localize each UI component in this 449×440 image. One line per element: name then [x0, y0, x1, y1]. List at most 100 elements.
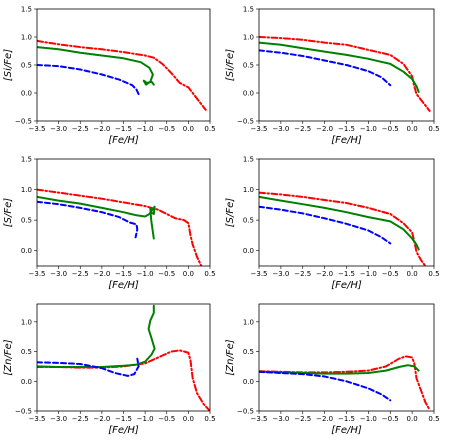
- x-tick-label: 0.5: [204, 125, 215, 133]
- x-tick-label: −0.5: [382, 415, 399, 423]
- y-tick-label: 0.0: [243, 378, 254, 386]
- x-axis-label: [Fe/H]: [108, 135, 139, 146]
- y-tick-label: −0.5: [15, 118, 32, 126]
- x-tick-label: −1.5: [338, 125, 355, 133]
- series-line-dashdot: [37, 349, 210, 411]
- x-tick-label: −3.5: [29, 125, 46, 133]
- x-tick-label: 0.5: [428, 125, 439, 133]
- x-axis-label: [Fe/H]: [108, 280, 139, 291]
- x-tick-label: −2.5: [294, 415, 311, 423]
- y-tick-label: 0.5: [243, 217, 254, 225]
- x-tick-label: −3.0: [272, 270, 289, 278]
- series-line-dashdot: [37, 188, 203, 266]
- x-tick-label: −1.5: [115, 125, 132, 133]
- y-tick-label: 0.0: [21, 90, 32, 98]
- x-axis-label: [Fe/H]: [331, 280, 362, 291]
- x-tick-label: −1.0: [360, 125, 377, 133]
- x-tick-label: 0.0: [183, 270, 194, 278]
- series-line-dashdot: [259, 191, 427, 266]
- y-tick-label: 1.0: [243, 186, 254, 194]
- x-tick-label: −1.0: [137, 270, 154, 278]
- x-tick-label: −3.5: [251, 270, 268, 278]
- y-axis-label: [Zn/Fe]: [225, 339, 236, 375]
- x-tick-label: −3.0: [50, 270, 67, 278]
- panel-4: −3.5 −3.0 −2.5 −2.0 −1.5 −1.0 −0.5 0.0 0.5 0.0 0.5…: [225, 156, 440, 292]
- x-tick-label: −2.0: [93, 270, 110, 278]
- x-tick-label: −0.5: [158, 415, 175, 423]
- series-line-dashdot: [37, 39, 207, 111]
- panel-1: −3.5 −3.0 −2.5 −2.0 −1.5 −1.0 −0.5 0.0 0.5 −0.5 0.…: [3, 6, 216, 147]
- y-tick-label: 0.0: [21, 378, 32, 386]
- x-tick-label: −1.5: [338, 270, 355, 278]
- y-axis-label: [Si/Fe]: [3, 49, 14, 81]
- x-tick-label: −2.0: [93, 415, 110, 423]
- y-tick-label: 0.5: [21, 62, 32, 70]
- y-tick-label: 1.0: [243, 34, 254, 42]
- x-tick-label: −2.0: [316, 125, 333, 133]
- y-tick-label: 0.5: [243, 348, 254, 356]
- series-line-dashed: [37, 357, 140, 377]
- y-tick-label: 0.0: [21, 247, 32, 255]
- y-tick-label: 1.0: [21, 34, 32, 42]
- x-tick-label: −0.5: [382, 125, 399, 133]
- x-tick-label: −0.5: [158, 270, 175, 278]
- x-tick-label: −1.5: [115, 270, 132, 278]
- series-line-dashed: [259, 370, 392, 402]
- y-tick-label: 1.0: [21, 318, 32, 326]
- x-tick-label: 0.0: [407, 270, 418, 278]
- x-tick-label: −3.5: [251, 415, 268, 423]
- x-tick-label: −3.0: [272, 125, 289, 133]
- x-tick-label: 0.5: [204, 270, 215, 278]
- series-line-solid: [259, 41, 420, 93]
- series-line-dashdot: [259, 36, 431, 112]
- series-line-dashed: [37, 64, 140, 96]
- x-tick-label: −1.0: [137, 125, 154, 133]
- y-axis-label: [Si/Fe]: [225, 49, 236, 81]
- series-line-solid: [37, 304, 156, 368]
- y-tick-label: 0.0: [243, 90, 254, 98]
- x-tick-label: 0.0: [407, 125, 418, 133]
- plot-frame: [36, 303, 211, 412]
- y-tick-label: 0.5: [243, 62, 254, 70]
- y-tick-label: 1.0: [243, 318, 254, 326]
- series-line-dashed: [259, 49, 392, 87]
- y-tick-label: 1.5: [21, 156, 32, 164]
- x-tick-label: 0.0: [183, 415, 194, 423]
- series-line-dashed: [259, 205, 392, 245]
- panel-5: −3.5 −3.0 −2.5 −2.0 −1.5 −1.0 −0.5 0.0 0.5 −0.5 0.…: [3, 303, 216, 436]
- series-line-solid: [37, 195, 156, 240]
- panel-2: −3.5 −3.0 −2.5 −2.0 −1.5 −1.0 −0.5 0.0 0.5 −0.5 0.…: [225, 6, 440, 147]
- x-tick-label: −3.0: [50, 125, 67, 133]
- y-tick-label: 0.5: [21, 217, 32, 225]
- x-axis-label: [Fe/H]: [331, 135, 362, 146]
- x-tick-label: −2.0: [316, 270, 333, 278]
- x-tick-label: −1.0: [137, 415, 154, 423]
- y-tick-label: −0.5: [237, 408, 254, 416]
- x-tick-label: −2.5: [72, 270, 89, 278]
- x-tick-label: −0.5: [158, 125, 175, 133]
- y-tick-label: 0.5: [21, 348, 32, 356]
- x-tick-label: −2.0: [316, 415, 333, 423]
- y-tick-label: 0.0: [243, 247, 254, 255]
- x-tick-label: −0.5: [382, 270, 399, 278]
- x-axis-label: [Fe/H]: [108, 425, 139, 436]
- x-tick-label: −2.5: [294, 270, 311, 278]
- y-tick-label: 1.5: [243, 6, 254, 14]
- panel-3: −3.5 −3.0 −2.5 −2.0 −1.5 −1.0 −0.5 0.0 0.5 0.0 0.5…: [3, 156, 216, 292]
- x-tick-label: 0.5: [428, 415, 439, 423]
- y-tick-label: 1.0: [21, 186, 32, 194]
- y-axis-label: [S/Fe]: [3, 198, 14, 228]
- x-tick-label: −2.5: [72, 415, 89, 423]
- x-tick-label: 0.5: [428, 270, 439, 278]
- x-tick-label: −1.0: [360, 270, 377, 278]
- x-tick-label: −1.5: [338, 415, 355, 423]
- y-axis-label: [Zn/Fe]: [3, 339, 14, 375]
- x-tick-label: 0.0: [183, 125, 194, 133]
- x-tick-label: −3.0: [50, 415, 67, 423]
- x-tick-label: −1.5: [115, 415, 132, 423]
- series-line-solid: [37, 46, 155, 86]
- y-tick-label: 1.5: [21, 6, 32, 14]
- y-tick-label: 1.5: [243, 156, 254, 164]
- x-tick-label: 0.0: [407, 415, 418, 423]
